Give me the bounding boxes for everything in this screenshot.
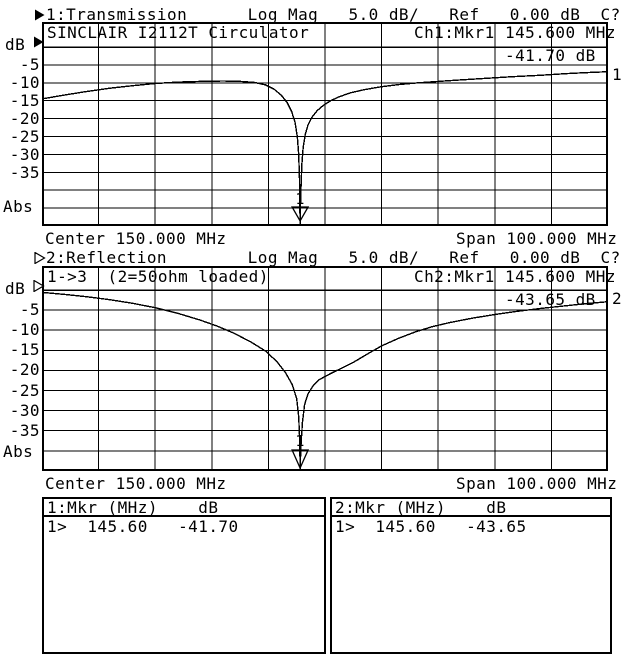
channel1-tick: -20 xyxy=(9,109,40,128)
channel1-abs-label: Abs xyxy=(3,197,34,216)
channel2-tick: -25 xyxy=(9,381,40,400)
channel1-trace-number: 1 xyxy=(612,65,623,84)
channel2-marker-label: Ch2:Mkr1 xyxy=(414,267,495,286)
channel1-tick: -25 xyxy=(9,127,40,146)
marker-number: 1 xyxy=(295,190,304,208)
channel1-tick: -30 xyxy=(9,145,40,164)
channel1-header: 1:Transmission Log Mag 5.0 dB/ Ref 0.00 … xyxy=(46,5,621,24)
channel1-tick: -15 xyxy=(9,91,40,110)
channel2-tick: -5 xyxy=(19,300,40,319)
channel1-title: SINCLAIR I2112T Circulator xyxy=(47,23,310,42)
channel1-tick: -35 xyxy=(9,163,40,182)
channel2-axis-unit: dB xyxy=(5,279,26,298)
channel1-marker-label: Ch1:Mkr1 xyxy=(414,23,495,42)
marker-table-row: 1> 145.60 -43.65 xyxy=(335,517,527,536)
inactive-channel-marker-icon xyxy=(34,252,46,264)
marker-flag-icon xyxy=(291,449,310,470)
channel1-center-frequency: Center 150.000 MHz xyxy=(45,229,227,248)
marker-table-channel2: 2:Mkr (MHz) dB 1> 145.60 -43.65 xyxy=(330,497,612,654)
channel2-graticule: 1 xyxy=(42,266,608,471)
channel1-reference-marker-icon xyxy=(34,36,44,48)
channel2-center-frequency: Center 150.000 MHz xyxy=(45,474,227,493)
channel1-tick: -5 xyxy=(19,55,40,74)
channel2-tick: -35 xyxy=(9,421,40,440)
channel1-axis-unit: dB xyxy=(5,35,26,54)
marker-table-channel1: 1:Mkr (MHz) dB 1> 145.60 -41.70 xyxy=(42,497,326,654)
channel2-trace-number: 2 xyxy=(612,289,623,308)
channel2-marker-value: -43.65 dB xyxy=(505,290,596,309)
trace xyxy=(42,291,608,470)
channel2-abs-label: Abs xyxy=(3,442,34,461)
channel1-tick: -10 xyxy=(9,73,40,92)
channel1-marker-frequency: 145.600 MHz xyxy=(505,23,616,42)
marker-flag-icon xyxy=(290,206,310,223)
marker-table-row: 1> 145.60 -41.70 xyxy=(47,517,239,536)
channel2-tick: -15 xyxy=(9,340,40,359)
channel1-graticule: 1 xyxy=(42,22,608,226)
channel2-tick: -30 xyxy=(9,401,40,420)
active-channel-marker-icon xyxy=(35,9,45,21)
channel2-header: 2:Reflection Log Mag 5.0 dB/ Ref 0.00 dB… xyxy=(46,248,621,267)
marker-table-header: 2:Mkr (MHz) dB xyxy=(332,499,610,517)
channel1-marker-value: -41.70 dB xyxy=(505,46,596,65)
trace xyxy=(42,71,608,225)
channel2-span: Span 100.000 MHz xyxy=(456,474,618,493)
channel2-tick: -20 xyxy=(9,360,40,379)
channel2-title: 1->3 (2=50ohm loaded) xyxy=(47,267,269,286)
channel2-tick: -10 xyxy=(9,320,40,339)
marker-number: 1 xyxy=(295,432,304,450)
channel2-reference-marker-icon xyxy=(33,280,45,292)
marker-table-header: 1:Mkr (MHz) dB xyxy=(44,499,324,517)
channel2-marker-frequency: 145.600 MHz xyxy=(505,267,616,286)
channel1-span: Span 100.000 MHz xyxy=(456,229,618,248)
